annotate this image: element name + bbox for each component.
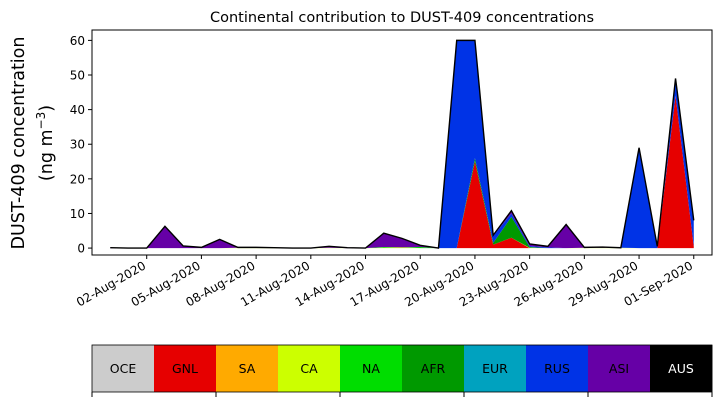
y-axis-unit-open: (ng m xyxy=(37,129,57,181)
y-tick-label: 10 xyxy=(70,207,85,221)
legend-label-afr: AFR xyxy=(421,361,446,376)
legend-swatch-na xyxy=(340,345,403,392)
stacked-areas xyxy=(110,39,695,249)
area-asi xyxy=(110,40,694,249)
y-axis: 0 10 20 30 40 50 60 xyxy=(70,34,92,256)
plot-frame xyxy=(91,29,713,256)
legend-label-aus: AUS xyxy=(668,361,694,376)
legend-frame xyxy=(91,344,713,393)
legend-swatch-sa xyxy=(216,345,279,392)
x-axis: 02-Aug-202005-Aug-202008-Aug-202011-Aug-… xyxy=(74,255,695,309)
legend-swatch-gnl xyxy=(154,345,217,392)
legend-swatch-aus xyxy=(650,345,713,392)
legend-label-eur: EUR xyxy=(482,361,508,376)
y-axis-unit: (ng m−3) xyxy=(34,105,57,181)
legend-swatch-rus xyxy=(526,345,589,392)
legend-label-sa: SA xyxy=(239,361,256,376)
legend-colorbar: OCE GNL SA CA NA AFR EUR RUS ASI AUS xyxy=(91,344,713,397)
legend-label-na: NA xyxy=(362,361,380,376)
legend-swatch-ca xyxy=(278,345,341,392)
area-ca xyxy=(110,95,694,249)
area-na xyxy=(110,95,694,249)
y-axis-unit-close: ) xyxy=(37,105,57,112)
y-tick-label: 20 xyxy=(70,172,85,186)
chart-title: Continental contribution to DUST-409 con… xyxy=(210,10,594,26)
y-tick-label: 50 xyxy=(70,69,85,83)
legend-label-gnl: GNL xyxy=(172,361,198,376)
area-gnl xyxy=(110,95,694,249)
y-tick-label: 30 xyxy=(70,138,85,152)
y-tick-label: 40 xyxy=(70,103,85,117)
legend-swatch-eur xyxy=(464,345,527,392)
y-axis-label-line1: DUST-409 concentration xyxy=(9,37,29,250)
area-afr xyxy=(110,95,694,249)
legend-label-oce: OCE xyxy=(110,361,137,376)
area-rus xyxy=(110,40,694,249)
legend-swatch-afr xyxy=(402,345,465,392)
y-tick-label: 60 xyxy=(70,34,85,48)
legend-label-ca: CA xyxy=(300,361,318,376)
legend-swatch-asi xyxy=(588,345,651,392)
total-outline xyxy=(110,39,695,249)
y-axis-unit-sup: −3 xyxy=(34,112,48,130)
legend-swatch-oce xyxy=(92,345,155,392)
y-axis-label: DUST-409 concentration xyxy=(9,37,29,250)
legend-label-rus: RUS xyxy=(544,361,570,376)
y-tick-label: 0 xyxy=(77,242,85,256)
legend-label-asi: ASI xyxy=(609,361,629,376)
